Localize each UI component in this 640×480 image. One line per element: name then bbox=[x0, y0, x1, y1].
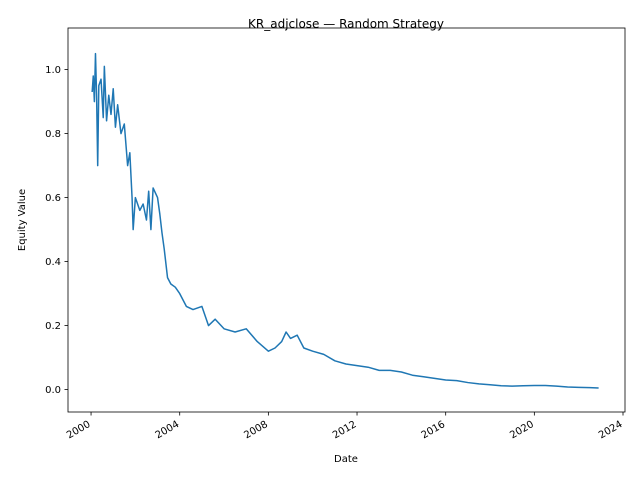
y-tick-label: 1.0 bbox=[45, 65, 61, 76]
x-axis-label: Date bbox=[334, 454, 358, 465]
x-tick-label: 2012 bbox=[331, 419, 359, 441]
chart-title: KR_adjclose — Random Strategy bbox=[248, 17, 444, 31]
axes-frame bbox=[67, 27, 626, 413]
x-tick-label: 2004 bbox=[154, 419, 182, 441]
x-tick-label: 2020 bbox=[508, 419, 536, 441]
y-tick-label: 0.6 bbox=[45, 193, 61, 204]
equity-line bbox=[91, 52, 599, 389]
y-axis-label: Equity Value bbox=[17, 189, 28, 251]
x-tick-label: 2016 bbox=[420, 419, 448, 441]
y-tick-label: 0.0 bbox=[45, 385, 61, 396]
y-tick-label: 0.8 bbox=[45, 129, 61, 140]
x-tick-label: 2008 bbox=[242, 419, 270, 441]
y-tick-label: 0.4 bbox=[45, 257, 61, 268]
x-tick-label: 2000 bbox=[65, 419, 93, 441]
y-tick-label: 0.2 bbox=[45, 321, 61, 332]
x-tick-label: 2024 bbox=[597, 419, 625, 441]
